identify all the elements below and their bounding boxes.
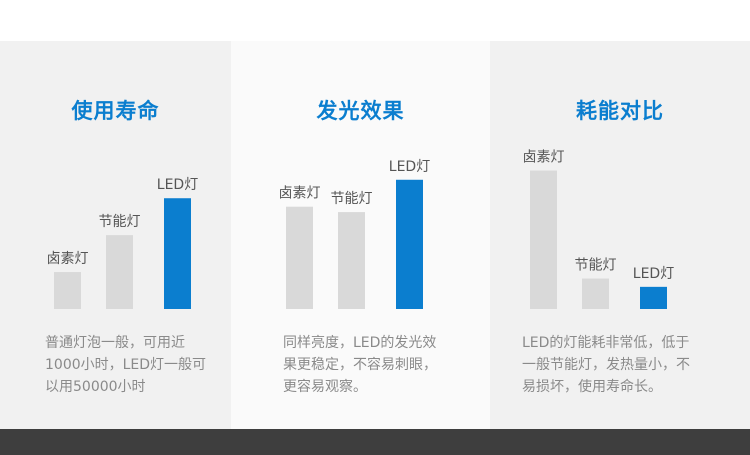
description: 普通灯泡一般，可用近 1000小时，LED灯一般可 以用50000小时	[45, 332, 225, 398]
panel-lighting: 发光效果 卤素灯 节能灯 LED灯 同样亮度，LED的发光效 果更稳定，不容易刺眼，…	[231, 41, 490, 429]
description-line: 1000小时，LED灯一般可	[45, 357, 207, 373]
bar-halogen	[54, 272, 81, 309]
bar-cfl	[106, 235, 133, 309]
footer-bar	[0, 429, 750, 455]
bar-label: 节能灯	[99, 214, 141, 230]
bar-label: 卤素灯	[47, 251, 89, 267]
chart-title: 发光效果	[316, 99, 405, 123]
description: LED的灯能耗非常低，低于 一般节能灯，发热量小，不 易损坏，使用寿命长。	[522, 332, 722, 398]
bar-chart-lighting: 卤素灯 节能灯 LED灯	[279, 159, 430, 309]
bar-label: 节能灯	[575, 258, 617, 274]
bar-led	[396, 179, 423, 309]
bar-led	[164, 198, 191, 309]
bar-halogen	[530, 170, 557, 309]
description: 同样亮度，LED的发光效 果更稳定，不容易刺眼， 更容易观察。	[283, 332, 463, 398]
description-line: 以用50000小时	[45, 379, 146, 395]
panel-energy: 耗能对比 卤素灯节能灯 LED灯 LED的灯能耗非常低，低于 一般节能灯，发热量小…	[490, 41, 750, 429]
bar-cfl	[582, 278, 609, 309]
bar-chart-lifespan: 卤素灯 节能灯 LED灯	[47, 177, 198, 309]
description-line: 易损坏，使用寿命长。	[522, 379, 662, 395]
bar-halogen	[286, 206, 313, 309]
chart-title: 使用寿命	[71, 99, 160, 123]
description-line: 同样亮度，LED的发光效	[283, 335, 437, 351]
bar-label: 卤素灯	[279, 186, 321, 202]
bar-cfl	[338, 212, 365, 309]
chart-title: 耗能对比	[576, 99, 664, 123]
description-line: 普通灯泡一般，可用近	[45, 335, 185, 351]
description-line: 果更稳定，不容易刺眼，	[283, 357, 437, 373]
description-line: 一般节能灯，发热量小，不	[522, 357, 690, 373]
panel-lifespan: 使用寿命 卤素灯 节能灯 LED灯 普通灯泡一般，可用近 1000小时，LED灯一般…	[0, 41, 231, 429]
bar-label: LED灯	[157, 177, 198, 193]
bar-label: LED灯	[389, 159, 430, 175]
bar-led	[640, 286, 667, 309]
description-line: 更容易观察。	[283, 379, 367, 395]
description-line: LED的灯能耗非常低，低于	[522, 335, 690, 351]
bar-label: LED灯	[633, 266, 674, 282]
bar-label: 卤素灯	[523, 150, 565, 166]
bar-label: 节能灯	[331, 191, 373, 207]
